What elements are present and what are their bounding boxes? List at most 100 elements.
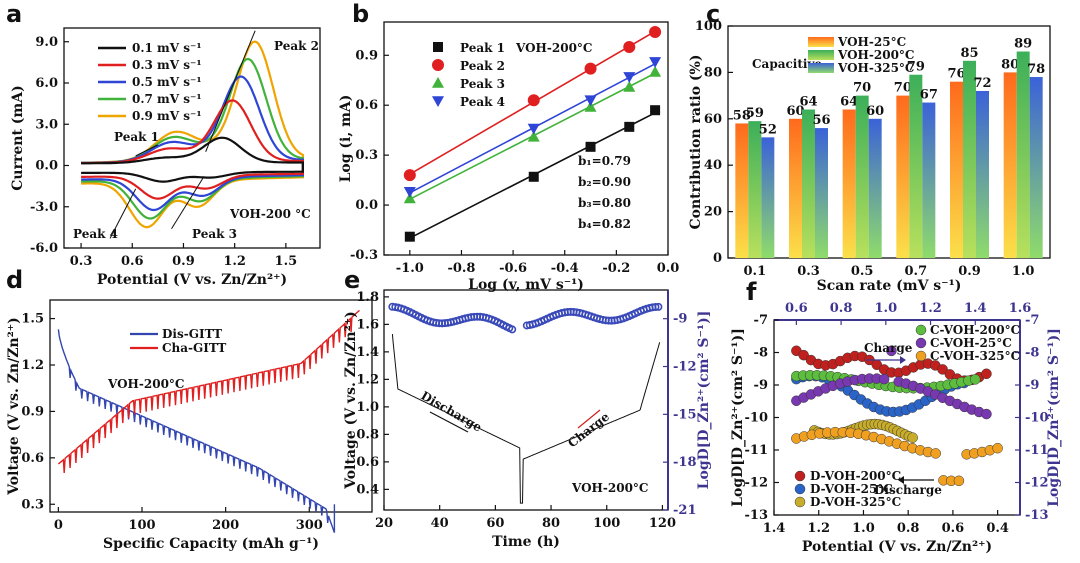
data-point	[584, 100, 597, 112]
bar-value-label: 58	[733, 108, 751, 123]
peak-guide-line	[205, 30, 256, 152]
bar	[735, 123, 749, 258]
data-point	[404, 231, 415, 242]
legend-label-b: Peak 4	[460, 95, 505, 109]
bar	[1016, 51, 1030, 258]
x-top-tick-label-f: 1.0	[875, 301, 898, 316]
panel-c: c 0 20 40 60 80 100 Scan rate (mV s⁻¹) Contribut…	[688, 0, 1051, 294]
annotation-peak-4: Peak 4	[73, 227, 118, 241]
legend-swatch-c	[808, 37, 834, 47]
diffusion-sphere	[915, 324, 927, 336]
bar	[963, 60, 976, 258]
bar-value-label: 78	[1027, 62, 1045, 77]
y-tick-label-a: 6.0	[35, 76, 58, 91]
peak-guide-line	[171, 176, 205, 230]
x-top-tick-label-f: 1.4	[964, 301, 987, 316]
data-point	[649, 25, 662, 38]
x-tick-label-f: 1.2	[807, 521, 830, 536]
legend-label-c: VOH-325°C	[837, 61, 914, 75]
x-tick-label-b: 0.0	[657, 261, 680, 276]
annotation-sample-d: VOH-200°C	[107, 377, 184, 391]
panel-a: a 9.0 6.0 3.0 0.0 -3.0 -6.0 0.3 0.6 0.9 1.2 1.5 Pote…	[6, 0, 321, 288]
legend-label-b: Peak 3	[460, 77, 505, 91]
diffusion-sphere	[915, 350, 927, 362]
diffusion-sphere	[886, 345, 897, 357]
diffusion-sphere	[907, 432, 918, 443]
y-tick-label-f: -8	[754, 346, 768, 361]
diffusion-sphere	[937, 364, 948, 375]
bar	[950, 81, 963, 259]
x-tick-label-e: 60	[486, 516, 504, 531]
bar	[855, 95, 869, 258]
y2-tick-label-e: -21	[673, 503, 697, 518]
x-tick-label-f: 1.0	[852, 521, 875, 536]
y-tick-label-f: -9	[754, 378, 768, 393]
bar	[909, 74, 923, 258]
legend-label-f: C-VOH-25°C	[930, 336, 1012, 350]
arrow-charge	[577, 409, 601, 429]
annotation-peak-2: Peak 2	[274, 39, 319, 53]
legend-swatch-c	[808, 50, 834, 60]
y-tick-label-b: 0.3	[355, 148, 378, 163]
panel-e: e1.8 1.6 1.4 1.2 1.0 0.8 0.6 0.4 -9 -12 -15 -18 -21 2…	[343, 266, 712, 550]
x-axis-label-f: Potential (V vs. Zn/Zn²⁺)	[802, 539, 992, 555]
x-top-tick-label-f: 1.6	[1009, 301, 1032, 316]
x-tick-label-d: 100	[128, 518, 155, 533]
annotation-peak-3: Peak 3	[192, 227, 237, 241]
gitt-discharge-curve	[57, 329, 336, 533]
y-tick-label-e: 0.6	[356, 455, 379, 470]
peak-guide-line	[109, 188, 137, 239]
bar-value-label: 76	[947, 67, 965, 82]
diffusion-sphere	[981, 368, 992, 380]
data-point	[649, 57, 662, 68]
data-point	[403, 187, 416, 198]
data-point	[650, 105, 661, 116]
arrow-head-discharge-f	[898, 476, 904, 484]
voltage-time-curve	[391, 333, 661, 504]
legend-label-a: 0.5 mV s⁻¹	[132, 75, 202, 89]
data-point	[433, 42, 443, 52]
x-tick-label-c: 0.7	[905, 264, 928, 279]
y2-tick-label-f: -13	[1025, 508, 1049, 523]
y-axis-label-f: LogD[D_Zn²⁺(cm² S⁻¹)]	[730, 328, 746, 507]
data-point	[527, 94, 540, 107]
gitt-charge-curve	[57, 309, 360, 474]
y2-tick-label-f: -12	[1025, 476, 1049, 491]
x-tick-label-a: 0.9	[172, 254, 195, 269]
y-tick-label-e: 0.4	[356, 482, 379, 497]
legend-label-d: Cha-GITT	[162, 341, 226, 355]
data-point	[403, 169, 416, 182]
data-point	[623, 40, 636, 53]
y-tick-label-c: 80	[704, 65, 722, 80]
bar	[1029, 77, 1043, 258]
data-point	[623, 80, 636, 92]
x-tick-label-c: 1.0	[1012, 264, 1035, 279]
annotation-sample-e: VOH-200°C	[571, 481, 648, 495]
y-tick-label-f: -12	[745, 476, 769, 491]
y-tick-label-e: 1.6	[356, 317, 379, 332]
y2-tick-label-f: -8	[1025, 346, 1039, 361]
plot-frame-c	[727, 25, 1051, 259]
data-point	[585, 141, 596, 152]
legend-swatch-c	[808, 63, 834, 73]
legend-label-b: Peak 2	[460, 59, 505, 73]
y-tick-label-c: 40	[704, 158, 722, 173]
legend-label-b: Peak 1	[460, 41, 505, 55]
data-point	[624, 121, 635, 132]
data-point	[527, 123, 540, 135]
y-tick-label-c: 0	[713, 251, 722, 266]
y-tick-label-e: 1.8	[356, 290, 379, 305]
diffusion-sphere	[878, 373, 890, 385]
x-axis-label-a: Potential (V vs. Zn/Zn²⁺)	[97, 272, 287, 288]
legend-label-f: C-VOH-325°C	[930, 349, 1020, 363]
x-axis-label-c: Scan rate (mV s⁻¹)	[817, 278, 962, 294]
legend-label-c: VOH-25°C	[837, 35, 906, 49]
arrow-head-charge-f	[900, 356, 906, 364]
y-axis-label-b: Log (i, mA)	[338, 95, 354, 183]
x-axis-label-b: Log (v, mV s⁻¹)	[468, 277, 584, 293]
annotation-sample-b: VOH-200°C	[515, 41, 592, 55]
diffusion-sphere	[794, 483, 806, 495]
x-axis-label-d: Specific Capacity (mAh g⁻¹)	[103, 536, 319, 552]
y-tick-label-a: 0.0	[35, 159, 58, 174]
data-point	[584, 62, 597, 75]
